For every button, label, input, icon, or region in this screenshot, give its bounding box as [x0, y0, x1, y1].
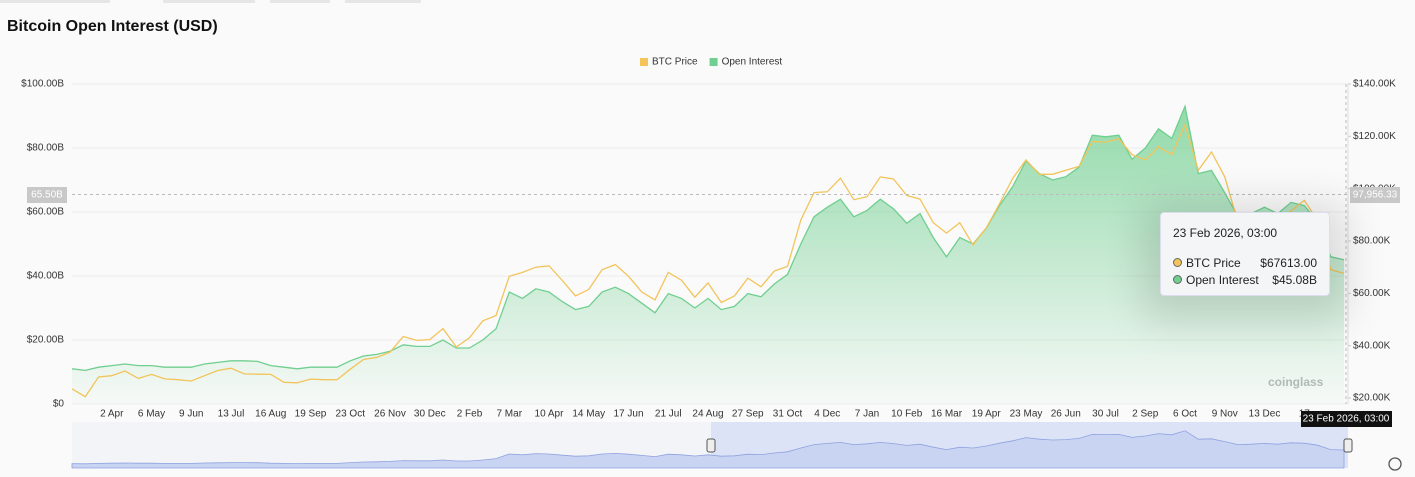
x-tick-label: 19 Apr: [972, 409, 1002, 420]
dot: [1173, 258, 1182, 267]
x-tick-label: 2 Sep: [1132, 409, 1159, 420]
legend-label: Open Interest: [722, 57, 783, 68]
y-tick-label: $0: [53, 399, 65, 410]
x-tick-label: 10 Apr: [535, 409, 565, 420]
tab[interactable]: [270, 0, 330, 3]
tooltip: 23 Feb 2026, 03:00 BTC Price $67613.00 Op…: [1160, 212, 1330, 296]
y-tick-label: $40.00B: [27, 271, 65, 282]
y2-tick-label: $120.00K: [1353, 131, 1396, 142]
tooltip-label: Open Interest: [1186, 272, 1259, 287]
x-tick-label: 7 Mar: [496, 409, 522, 420]
x-tick-label: 21 Jul: [655, 409, 682, 420]
chart-title: Bitcoin Open Interest (USD): [7, 18, 218, 35]
x-tick-label: 27 Sep: [732, 409, 764, 420]
tab[interactable]: [0, 0, 110, 3]
tooltip-row: Open Interest $45.08B: [1173, 271, 1317, 288]
x-tick-label: 14 May: [572, 409, 605, 420]
crosshair-badge: [1350, 187, 1400, 203]
y2-tick-label: $60.00K: [1353, 288, 1391, 299]
x-tick-label: 23 May: [1010, 409, 1043, 420]
x-tick-label: 30 Jul: [1092, 409, 1119, 420]
tooltip-row: BTC Price $67613.00: [1173, 254, 1317, 271]
y-tick-label: $100.00B: [21, 79, 64, 90]
x-tick-label: 31 Oct: [773, 409, 803, 420]
x-tick-label: 26 Nov: [374, 409, 406, 420]
x-tick-label: 16 Aug: [255, 409, 286, 420]
tooltip-title: 23 Feb 2026, 03:00: [1173, 226, 1278, 240]
area: [72, 106, 1344, 405]
line: [71, 104, 1345, 372]
x-tick-label: 24 Aug: [692, 409, 723, 420]
x-tick-label: 26 Jun: [1051, 409, 1081, 420]
y2-tick-label: $40.00K: [1353, 340, 1391, 351]
x-tick-label: 7 Jan: [855, 409, 879, 420]
x-tick-label: 9 Nov: [1212, 409, 1238, 420]
tooltip-label: BTC Price: [1186, 255, 1241, 270]
x-tick-label: 13 Jul: [218, 409, 245, 420]
x-tick-label: 4 Dec: [814, 409, 840, 420]
x-tick-label: 6 Oct: [1173, 409, 1197, 420]
tooltip-value: $45.08B: [1272, 272, 1317, 287]
x-tick-label: 13 Dec: [1249, 409, 1281, 420]
tooltip-value: $67613.00: [1260, 255, 1317, 270]
legend-swatch: [640, 58, 648, 66]
legend-swatch: [709, 58, 718, 66]
line: [71, 122, 1345, 398]
navigator-area: [71, 430, 1345, 469]
y2-tick-label: $20.00K: [1353, 393, 1391, 404]
crosshair-badge: [27, 187, 67, 203]
settings-icon[interactable]: [1388, 457, 1402, 471]
x-tick-label: 10 Feb: [891, 409, 923, 420]
crosshair-label: 97,956.33: [1353, 190, 1398, 201]
x-tick-label: 2 Apr: [100, 409, 124, 420]
crosshair-label: 65.50B: [31, 190, 63, 201]
x-tick-label: 19 Sep: [295, 409, 327, 420]
x-tick-label: 30 Dec: [414, 409, 446, 420]
tab[interactable]: [163, 0, 255, 3]
crosshair-badge: [1301, 411, 1392, 427]
dot: [1173, 275, 1182, 284]
y-tick-label: $80.00B: [27, 143, 65, 154]
x-tick-label: 23 Oct: [336, 409, 366, 420]
y-tick-label: $20.00B: [27, 335, 65, 346]
navigator-handle[interactable]: [1343, 438, 1353, 453]
x-tick-label: 16 Mar: [931, 409, 963, 420]
crosshair-label: 23 Feb 2026, 03:00: [1303, 414, 1390, 425]
x-tick-label: 17 Jun: [613, 409, 643, 420]
y2-tick-label: $140.00K: [1353, 79, 1396, 90]
x-tick-label: 6 May: [138, 409, 165, 420]
y2-tick-label: $80.00K: [1353, 236, 1391, 247]
x-tick-label: 2 Feb: [457, 409, 483, 420]
x-tick-label: 9 Jun: [179, 409, 203, 420]
navigator-handle[interactable]: [706, 438, 716, 453]
tab[interactable]: [345, 0, 421, 3]
y-tick-label: $60.00B: [27, 207, 65, 218]
legend-label: BTC Price: [652, 57, 698, 68]
